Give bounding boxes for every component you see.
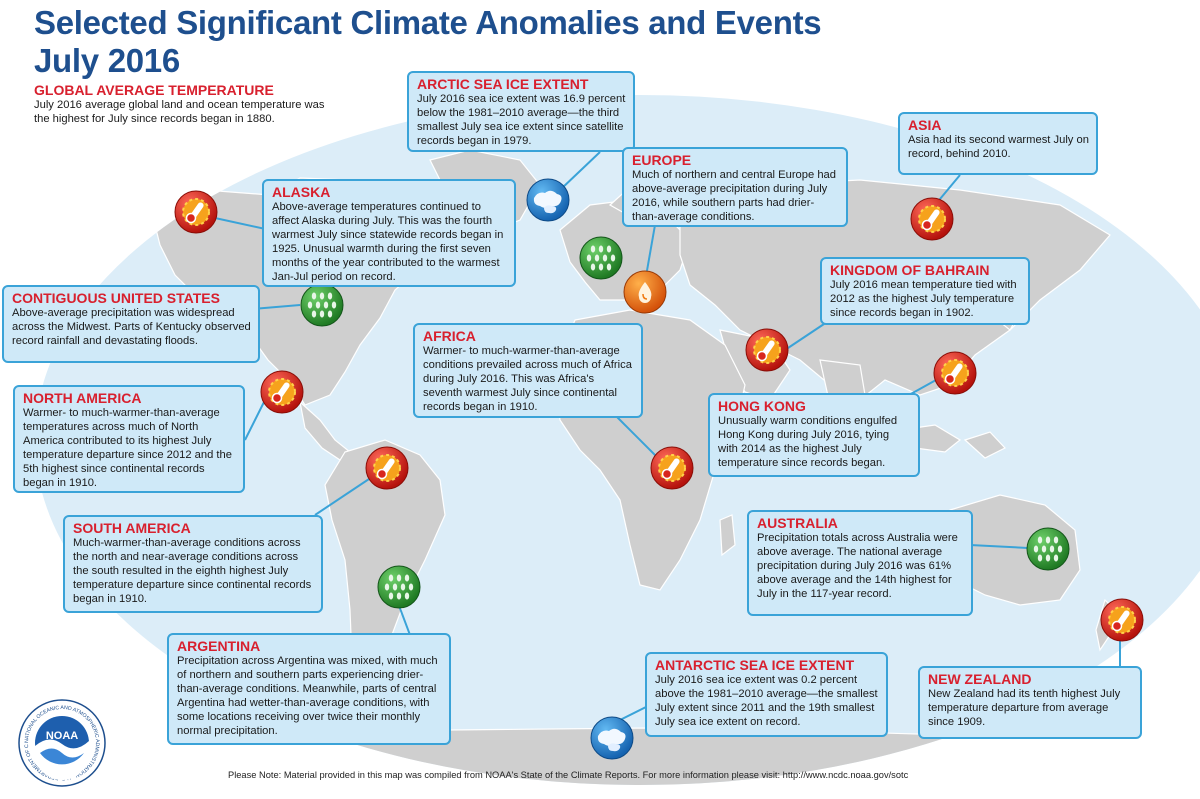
callout-heading: SOUTH AMERICA [73, 520, 191, 536]
callout-hong-kong: HONG KONG Unusually warm conditions engu… [708, 393, 920, 477]
callout-text: July 2016 sea ice extent was 16.9 percen… [417, 93, 626, 147]
callout-text: Unusually warm conditions engulfed Hong … [718, 415, 898, 469]
callout-heading: ARGENTINA [177, 638, 261, 654]
callout-europe: EUROPE Much of northern and central Euro… [622, 147, 848, 227]
title-line-1: Selected Significant Climate Anomalies a… [34, 4, 822, 41]
callout-south-america: SOUTH AMERICA Much-warmer-than-average c… [63, 515, 323, 613]
callout-text: Much-warmer-than-average conditions acro… [73, 537, 312, 605]
warm-temperature-icon [174, 190, 218, 234]
global-average-temperature: GLOBAL AVERAGE TEMPERATURE July 2016 ave… [34, 82, 334, 126]
callout-heading: ARCTIC SEA ICE EXTENT [417, 76, 589, 92]
warm-temperature-icon [365, 446, 409, 490]
callout-text: Asia had its second warmest July on reco… [908, 134, 1089, 160]
callout-text: Precipitation across Argentina was mixed… [177, 655, 438, 737]
callout-heading: AUSTRALIA [757, 515, 838, 531]
noaa-logo: NATIONAL OCEANIC AND ATMOSPHERIC ADMINIS… [18, 699, 106, 787]
callout-africa: AFRICA Warmer- to much-warmer-than-avera… [413, 323, 643, 418]
callout-alaska: ALASKA Above-average temperatures contin… [262, 179, 516, 287]
callout-heading: CONTIGUOUS UNITED STATES [12, 290, 220, 306]
callout-text: New Zealand had its tenth highest July t… [928, 688, 1121, 728]
warm-temperature-icon [650, 446, 694, 490]
callout-new-zealand: NEW ZEALAND New Zealand had its tenth hi… [918, 666, 1142, 739]
callout-australia: AUSTRALIA Precipitation totals across Au… [747, 510, 973, 616]
callout-text: Above-average temperatures continued to … [272, 201, 504, 283]
page-title: Selected Significant Climate Anomalies a… [34, 4, 822, 80]
warm-temperature-icon [1100, 598, 1144, 642]
callout-text: Above-average precipitation was widespre… [12, 307, 251, 347]
callout-text: Warmer- to much-warmer-than-average temp… [23, 407, 232, 489]
warm-temperature-icon [933, 351, 977, 395]
logo-name: NOAA [46, 730, 78, 742]
callout-text: July 2016 sea ice extent was 0.2 percent… [655, 674, 878, 728]
callout-heading: NEW ZEALAND [928, 671, 1032, 687]
precipitation-icon [300, 283, 344, 327]
warm-temperature-icon [910, 197, 954, 241]
dry-conditions-icon [623, 270, 667, 314]
callout-heading: ANTARCTIC SEA ICE EXTENT [655, 657, 855, 673]
callout-arctic-sea-ice: ARCTIC SEA ICE EXTENT July 2016 sea ice … [407, 71, 635, 152]
callout-text: Much of northern and central Europe had … [632, 169, 836, 223]
precipitation-icon [377, 565, 421, 609]
callout-text: July 2016 mean temperature tied with 201… [830, 279, 1017, 319]
callout-bahrain: KINGDOM OF BAHRAIN July 2016 mean temper… [820, 257, 1030, 325]
warm-temperature-icon [260, 370, 304, 414]
callout-text: Precipitation totals across Australia we… [757, 532, 958, 600]
warm-temperature-icon [745, 328, 789, 372]
callout-argentina: ARGENTINA Precipitation across Argentina… [167, 633, 451, 745]
precipitation-icon [1026, 527, 1070, 571]
global-heading: GLOBAL AVERAGE TEMPERATURE [34, 82, 274, 98]
footer-note: Please Note: Material provided in this m… [228, 770, 909, 780]
title-line-2: July 2016 [34, 42, 180, 79]
global-text: July 2016 average global land and ocean … [34, 99, 325, 125]
callout-antarctic-sea-ice: ANTARCTIC SEA ICE EXTENT July 2016 sea i… [645, 652, 888, 737]
callout-text: Warmer- to much-warmer-than-average cond… [423, 345, 632, 413]
callout-heading: EUROPE [632, 152, 692, 168]
callout-heading: KINGDOM OF BAHRAIN [830, 262, 990, 278]
sea-ice-icon [526, 178, 570, 222]
madagascar-land [719, 514, 736, 557]
callout-heading: AFRICA [423, 328, 476, 344]
callout-contiguous-us: CONTIGUOUS UNITED STATES Above-average p… [2, 285, 260, 363]
precipitation-icon [579, 236, 623, 280]
sea-ice-icon [590, 716, 634, 760]
callout-heading: ALASKA [272, 184, 331, 200]
callout-heading: ASIA [908, 117, 942, 133]
callout-north-america: NORTH AMERICA Warmer- to much-warmer-tha… [13, 385, 245, 493]
callout-heading: NORTH AMERICA [23, 390, 142, 406]
callout-asia: ASIA Asia had its second warmest July on… [898, 112, 1098, 175]
callout-heading: HONG KONG [718, 398, 806, 414]
